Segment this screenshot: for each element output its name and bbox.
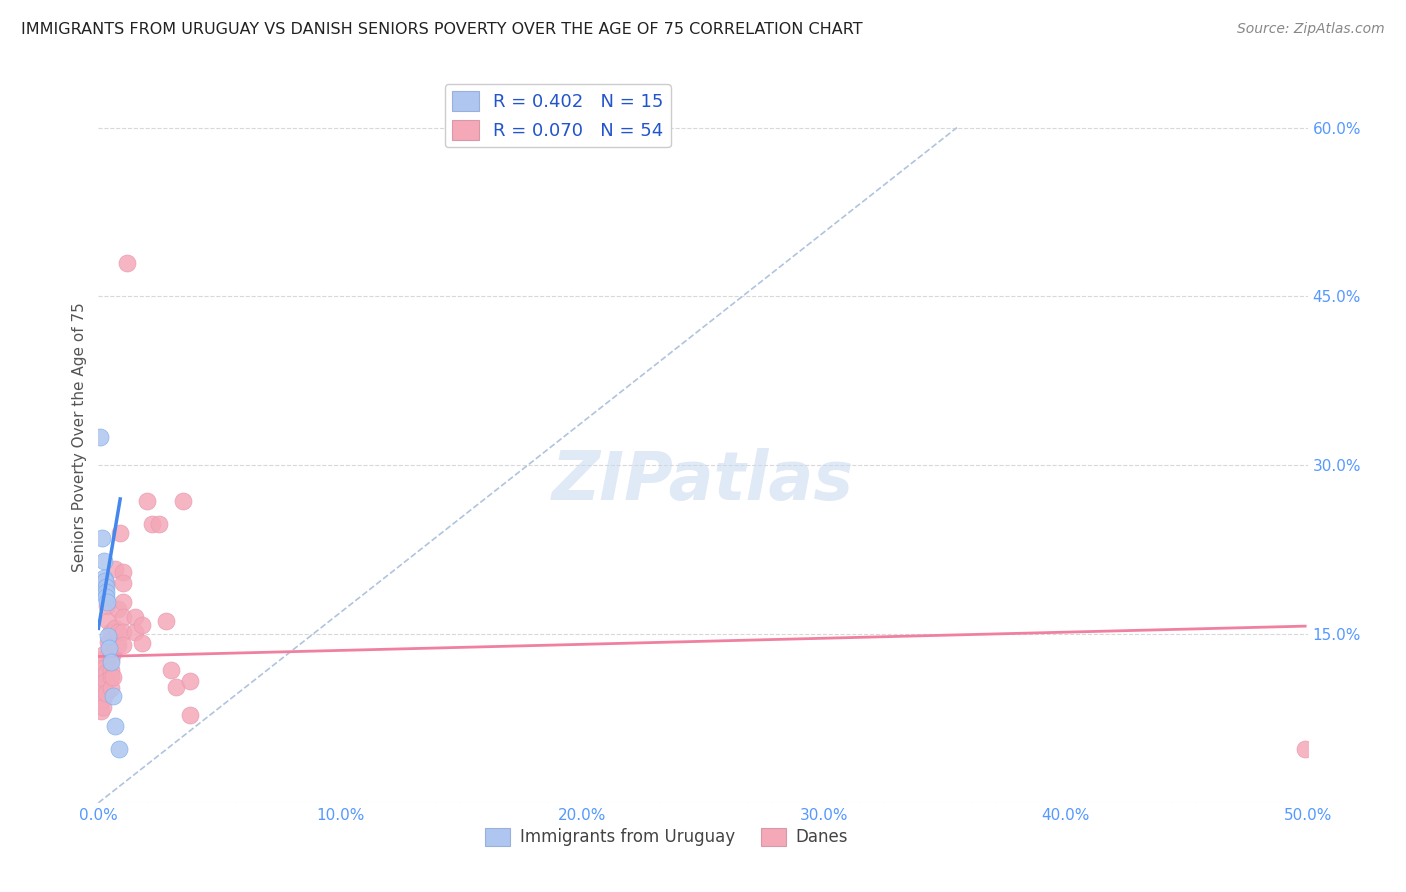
- Legend: Immigrants from Uruguay, Danes: Immigrants from Uruguay, Danes: [479, 821, 855, 853]
- Point: [117, 255, 139, 269]
- Point: [96, 576, 118, 591]
- Point: [89, 430, 111, 444]
- Point: [96, 590, 118, 604]
- Point: [94, 580, 117, 594]
- Point: [91, 700, 114, 714]
- Point: [160, 663, 183, 677]
- Point: [155, 614, 177, 628]
- Point: [107, 602, 129, 616]
- Point: [97, 635, 120, 649]
- Point: [94, 585, 117, 599]
- Point: [91, 532, 114, 546]
- Point: [108, 525, 131, 540]
- Point: [94, 574, 117, 588]
- Text: ZIPatlas: ZIPatlas: [553, 448, 853, 514]
- Text: IMMIGRANTS FROM URUGUAY VS DANISH SENIORS POVERTY OVER THE AGE OF 75 CORRELATION: IMMIGRANTS FROM URUGUAY VS DANISH SENIOR…: [21, 22, 863, 37]
- Point: [111, 610, 134, 624]
- Point: [100, 655, 122, 669]
- Point: [94, 674, 117, 689]
- Point: [97, 629, 120, 643]
- Point: [91, 692, 114, 706]
- Point: [104, 638, 127, 652]
- Point: [131, 618, 153, 632]
- Text: Source: ZipAtlas.com: Source: ZipAtlas.com: [1237, 22, 1385, 37]
- Point: [104, 719, 127, 733]
- Point: [100, 663, 122, 677]
- Point: [165, 680, 187, 694]
- Point: [108, 741, 131, 756]
- Point: [141, 516, 163, 531]
- Point: [90, 704, 112, 718]
- Point: [111, 638, 134, 652]
- Point: [111, 595, 134, 609]
- Point: [91, 670, 114, 684]
- Point: [93, 661, 115, 675]
- Point: [91, 652, 114, 666]
- Point: [179, 708, 201, 723]
- Point: [111, 576, 134, 591]
- Point: [131, 636, 153, 650]
- Point: [107, 638, 129, 652]
- Point: [90, 678, 112, 692]
- Point: [93, 554, 115, 568]
- Point: [111, 624, 134, 639]
- Point: [135, 494, 157, 508]
- Point: [104, 562, 127, 576]
- Point: [96, 599, 118, 613]
- Point: [93, 647, 115, 661]
- Point: [90, 663, 112, 677]
- Y-axis label: Seniors Poverty Over the Age of 75: Seniors Poverty Over the Age of 75: [72, 302, 87, 572]
- Point: [104, 621, 127, 635]
- Point: [101, 670, 124, 684]
- Point: [91, 663, 114, 677]
- Point: [100, 624, 122, 639]
- Point: [1294, 741, 1316, 756]
- Point: [124, 624, 146, 639]
- Point: [91, 681, 114, 695]
- Point: [148, 516, 170, 531]
- Point: [94, 666, 117, 681]
- Point: [172, 494, 194, 508]
- Point: [124, 610, 146, 624]
- Point: [96, 595, 118, 609]
- Point: [90, 685, 112, 699]
- Point: [101, 689, 124, 703]
- Point: [97, 614, 120, 628]
- Point: [98, 640, 121, 655]
- Point: [107, 624, 129, 639]
- Point: [100, 670, 122, 684]
- Point: [93, 571, 115, 585]
- Point: [179, 674, 201, 689]
- Point: [100, 652, 122, 666]
- Point: [94, 685, 117, 699]
- Point: [100, 681, 122, 695]
- Point: [101, 646, 124, 660]
- Point: [111, 565, 134, 579]
- Point: [90, 694, 112, 708]
